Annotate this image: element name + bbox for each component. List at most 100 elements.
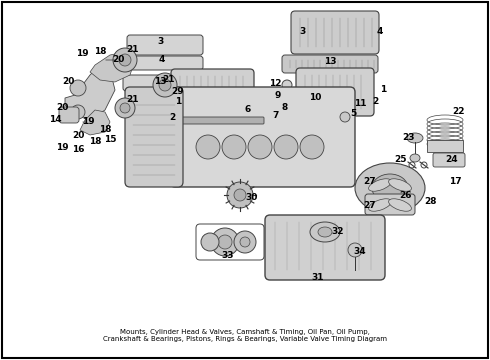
Circle shape bbox=[287, 104, 295, 112]
Text: 14: 14 bbox=[49, 116, 61, 125]
Circle shape bbox=[274, 135, 298, 159]
Circle shape bbox=[300, 135, 324, 159]
Text: 9: 9 bbox=[275, 91, 281, 100]
Text: 15: 15 bbox=[104, 135, 116, 144]
Circle shape bbox=[282, 80, 292, 90]
Text: 29: 29 bbox=[172, 87, 184, 96]
Text: 33: 33 bbox=[222, 252, 234, 261]
Ellipse shape bbox=[281, 112, 289, 118]
Text: 27: 27 bbox=[364, 201, 376, 210]
Circle shape bbox=[234, 189, 246, 201]
Text: 20: 20 bbox=[112, 55, 124, 64]
Circle shape bbox=[348, 243, 362, 257]
Ellipse shape bbox=[389, 179, 412, 191]
Text: 8: 8 bbox=[282, 104, 288, 112]
FancyBboxPatch shape bbox=[59, 107, 79, 123]
Text: 5: 5 bbox=[350, 109, 356, 118]
Text: 11: 11 bbox=[354, 99, 366, 108]
Text: 17: 17 bbox=[449, 177, 461, 186]
Circle shape bbox=[227, 182, 253, 208]
Text: 2: 2 bbox=[372, 98, 378, 107]
Circle shape bbox=[240, 237, 250, 247]
FancyBboxPatch shape bbox=[167, 114, 264, 121]
Text: 20: 20 bbox=[72, 130, 84, 139]
Ellipse shape bbox=[389, 199, 412, 211]
Circle shape bbox=[196, 135, 220, 159]
Circle shape bbox=[211, 228, 239, 256]
Ellipse shape bbox=[410, 154, 420, 162]
Text: 19: 19 bbox=[82, 117, 94, 126]
Circle shape bbox=[119, 54, 131, 66]
Polygon shape bbox=[65, 65, 115, 120]
FancyBboxPatch shape bbox=[127, 35, 203, 55]
Text: 23: 23 bbox=[402, 134, 414, 143]
FancyBboxPatch shape bbox=[365, 194, 415, 215]
Text: 3: 3 bbox=[157, 37, 163, 46]
Text: 2: 2 bbox=[169, 113, 175, 122]
Text: 20: 20 bbox=[56, 104, 68, 112]
Ellipse shape bbox=[407, 133, 423, 143]
Circle shape bbox=[218, 235, 232, 249]
Text: 26: 26 bbox=[399, 190, 411, 199]
Text: 25: 25 bbox=[394, 156, 406, 165]
Text: 1: 1 bbox=[175, 98, 181, 107]
Circle shape bbox=[248, 135, 272, 159]
Text: 13: 13 bbox=[324, 58, 336, 67]
Ellipse shape bbox=[332, 99, 347, 109]
Text: Mounts, Cylinder Head & Valves, Camshaft & Timing, Oil Pan, Oil Pump,
Crankshaft: Mounts, Cylinder Head & Valves, Camshaft… bbox=[103, 329, 387, 342]
Text: 19: 19 bbox=[75, 49, 88, 58]
Ellipse shape bbox=[318, 227, 332, 237]
Text: 30: 30 bbox=[246, 194, 258, 202]
Text: 13: 13 bbox=[154, 77, 166, 85]
Text: 21: 21 bbox=[162, 76, 174, 85]
Circle shape bbox=[159, 79, 171, 91]
Text: 27: 27 bbox=[364, 177, 376, 186]
Text: 18: 18 bbox=[89, 138, 101, 147]
Text: 19: 19 bbox=[56, 144, 68, 153]
FancyBboxPatch shape bbox=[170, 87, 355, 187]
FancyBboxPatch shape bbox=[167, 117, 264, 124]
Ellipse shape bbox=[355, 163, 425, 213]
Text: 4: 4 bbox=[159, 55, 165, 64]
Circle shape bbox=[115, 98, 135, 118]
Circle shape bbox=[222, 135, 246, 159]
FancyBboxPatch shape bbox=[433, 153, 465, 167]
Circle shape bbox=[234, 231, 256, 253]
FancyBboxPatch shape bbox=[427, 140, 463, 152]
Text: 20: 20 bbox=[62, 77, 74, 86]
Text: 4: 4 bbox=[377, 27, 383, 36]
Text: 16: 16 bbox=[72, 145, 84, 154]
FancyBboxPatch shape bbox=[296, 68, 374, 116]
FancyBboxPatch shape bbox=[282, 55, 378, 73]
Text: 24: 24 bbox=[446, 156, 458, 165]
Circle shape bbox=[71, 105, 85, 119]
Ellipse shape bbox=[310, 222, 340, 242]
Circle shape bbox=[340, 112, 350, 122]
Polygon shape bbox=[90, 52, 135, 82]
Ellipse shape bbox=[372, 174, 408, 202]
Ellipse shape bbox=[368, 199, 392, 211]
FancyBboxPatch shape bbox=[125, 87, 183, 187]
Text: 31: 31 bbox=[312, 274, 324, 283]
Text: 28: 28 bbox=[424, 198, 436, 207]
Circle shape bbox=[113, 48, 137, 72]
FancyBboxPatch shape bbox=[171, 69, 254, 119]
Text: 12: 12 bbox=[269, 80, 281, 89]
Text: 22: 22 bbox=[452, 108, 464, 117]
Text: 18: 18 bbox=[99, 126, 111, 135]
FancyBboxPatch shape bbox=[123, 75, 203, 91]
Text: 21: 21 bbox=[126, 95, 138, 104]
Circle shape bbox=[153, 73, 177, 97]
Text: 21: 21 bbox=[126, 45, 138, 54]
Polygon shape bbox=[80, 110, 110, 135]
Circle shape bbox=[120, 103, 130, 113]
Text: 10: 10 bbox=[309, 93, 321, 102]
Ellipse shape bbox=[292, 93, 302, 101]
Text: 7: 7 bbox=[273, 112, 279, 121]
Text: 32: 32 bbox=[332, 228, 344, 237]
Ellipse shape bbox=[368, 179, 392, 191]
Text: 18: 18 bbox=[94, 48, 106, 57]
Circle shape bbox=[70, 80, 86, 96]
Text: 1: 1 bbox=[380, 85, 386, 94]
Text: 3: 3 bbox=[299, 27, 305, 36]
